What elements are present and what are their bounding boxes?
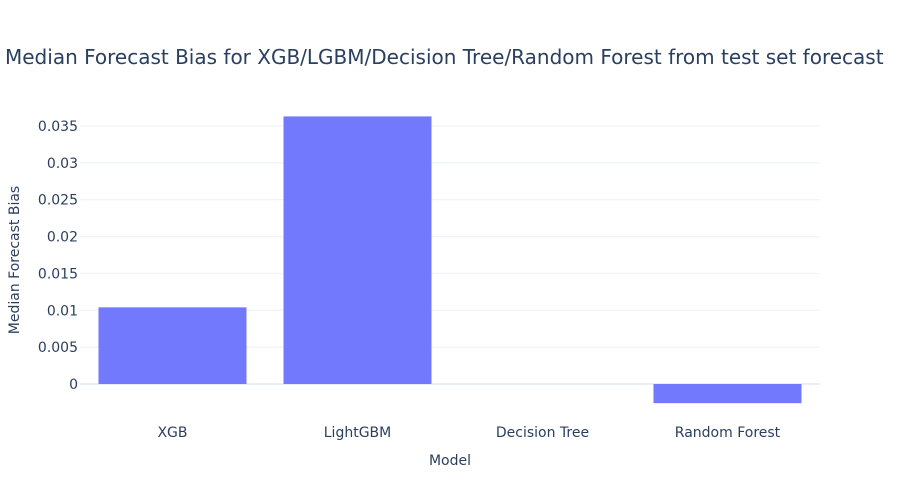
- y-axis-ticks: 0 0.005 0.01 0.015 0.02 0.025 0.03 0.035: [38, 119, 78, 393]
- chart-title: Median Forecast Bias for XGB/LGBM/Decisi…: [5, 45, 884, 69]
- y-tick-label: 0.035: [38, 119, 78, 135]
- y-tick-label: 0.005: [38, 340, 78, 356]
- bar-lightgbm[interactable]: [283, 116, 432, 384]
- bar-xgb[interactable]: [98, 307, 247, 384]
- x-axis-ticks: XGB LightGBM Decision Tree Random Forest: [157, 425, 780, 441]
- y-tick-label: 0.015: [38, 266, 78, 282]
- y-axis-title: Median Forecast Bias: [7, 186, 23, 334]
- x-tick-label: Random Forest: [675, 425, 781, 441]
- y-tick-label: 0.01: [47, 303, 78, 319]
- x-tick-label: Decision Tree: [496, 425, 589, 441]
- y-tick-label: 0.02: [47, 230, 78, 246]
- x-axis-title: Model: [429, 453, 471, 469]
- bar-random-forest[interactable]: [653, 384, 802, 404]
- y-tick-label: 0.03: [47, 156, 78, 172]
- y-tick-label: 0.025: [38, 193, 78, 209]
- y-tick-label: 0: [69, 377, 78, 393]
- x-tick-label: LightGBM: [324, 425, 391, 441]
- x-tick-label: XGB: [157, 425, 187, 441]
- bars: [98, 116, 802, 404]
